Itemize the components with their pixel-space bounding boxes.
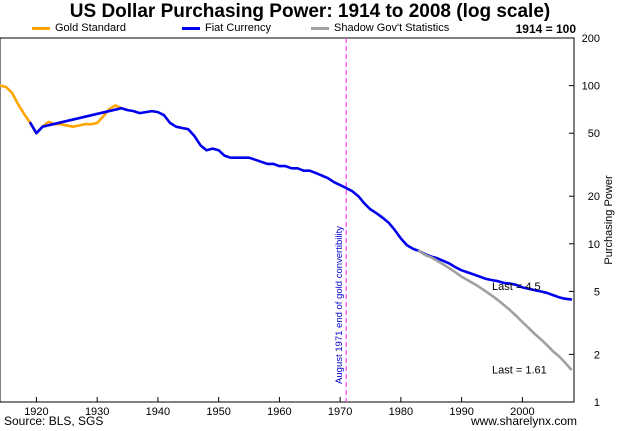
y-axis-label: Purchasing Power bbox=[603, 175, 615, 265]
x-tick-label: 1930 bbox=[85, 406, 109, 418]
vline-annotation-text: August 1971 end of gold convertibility bbox=[334, 226, 345, 384]
x-axis: 1920 1930 1940 1950 1960 1970 1980 1990 2000 bbox=[24, 397, 535, 418]
legend-swatch-gold bbox=[32, 26, 50, 30]
y-tick-label: 1 bbox=[594, 397, 600, 409]
source-note: Source: BLS, SGS bbox=[4, 414, 104, 428]
legend-item-shadow-stats: Shadow Gov't Statistics bbox=[311, 22, 449, 34]
y-axis: 1 2 5 10 20 50 100 200 bbox=[569, 33, 600, 409]
legend-label-gold: Gold Standard bbox=[55, 22, 126, 34]
y-tick-label: 2 bbox=[594, 349, 600, 361]
series-line-shadow-gov-t-statistics bbox=[417, 249, 573, 371]
chart-title: US Dollar Purchasing Power: 1914 to 2008… bbox=[69, 1, 551, 22]
y-tick-label: 10 bbox=[588, 239, 600, 251]
plot-frame bbox=[0, 37, 575, 403]
vline-1971: August 1971 end of gold convertibility bbox=[334, 38, 347, 402]
y-tick-label: 50 bbox=[588, 128, 600, 140]
x-tick-label: 1920 bbox=[24, 406, 48, 418]
x-tick-label: 1960 bbox=[267, 406, 291, 418]
x-tick-label: 1980 bbox=[389, 406, 413, 418]
x-tick-label: 1950 bbox=[206, 406, 230, 418]
x-tick-label: 1970 bbox=[328, 406, 352, 418]
legend-item-gold-standard: Gold Standard bbox=[32, 22, 126, 34]
website-note: www.sharelynx.com bbox=[470, 414, 577, 428]
y-tick-label: 100 bbox=[582, 81, 600, 93]
x-tick-label: 1990 bbox=[449, 406, 473, 418]
y-tick-label: 20 bbox=[588, 191, 600, 203]
legend-swatch-fiat bbox=[182, 26, 200, 30]
series-line-gold-standard bbox=[0, 84, 123, 135]
data-label-last-value: Last = 1.61 bbox=[492, 364, 547, 376]
series-line-fiat-currency bbox=[29, 106, 573, 301]
legend-label-shadow: Shadow Gov't Statistics bbox=[334, 22, 450, 34]
y-tick-label: 200 bbox=[582, 33, 600, 45]
annotation-labels: Last = 4.5 Last = 1.61 bbox=[492, 281, 547, 376]
legend-label-fiat: Fiat Currency bbox=[205, 22, 272, 34]
x-tick-label: 1940 bbox=[146, 406, 170, 418]
x-tick-label: 2000 bbox=[510, 406, 534, 418]
series-group bbox=[0, 84, 573, 371]
legend-swatch-shadow bbox=[311, 26, 329, 30]
base-year-note: 1914 = 100 bbox=[515, 22, 576, 36]
legend-item-fiat-currency: Fiat Currency bbox=[182, 22, 271, 34]
legend: Gold Standard Fiat Currency Shadow Gov't… bbox=[0, 22, 620, 38]
data-label-last-value: Last = 4.5 bbox=[492, 281, 541, 293]
y-tick-label: 5 bbox=[594, 286, 600, 298]
